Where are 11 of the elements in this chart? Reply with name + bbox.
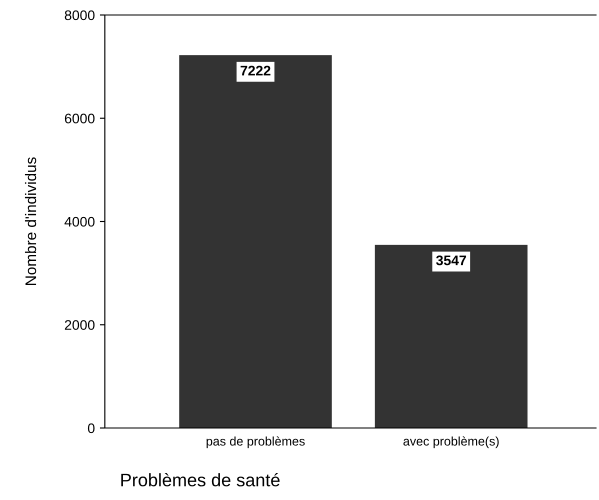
data-label: 7222	[240, 66, 270, 76]
y-tick-label: 8000	[64, 10, 95, 20]
x-tick-label: avec problème(s)	[403, 436, 499, 448]
y-tick-label: 6000	[64, 114, 95, 124]
x-tick-label: pas de problèmes	[206, 436, 305, 448]
y-axis-title: Nombre d'individus	[24, 157, 36, 285]
y-tick-label: 2000	[64, 320, 95, 330]
x-axis-title: Problèmes de santé	[121, 472, 280, 486]
data-label: 3547	[436, 255, 466, 266]
y-tick-label: 4000	[64, 216, 95, 227]
y-tick-label: 0	[88, 423, 95, 434]
